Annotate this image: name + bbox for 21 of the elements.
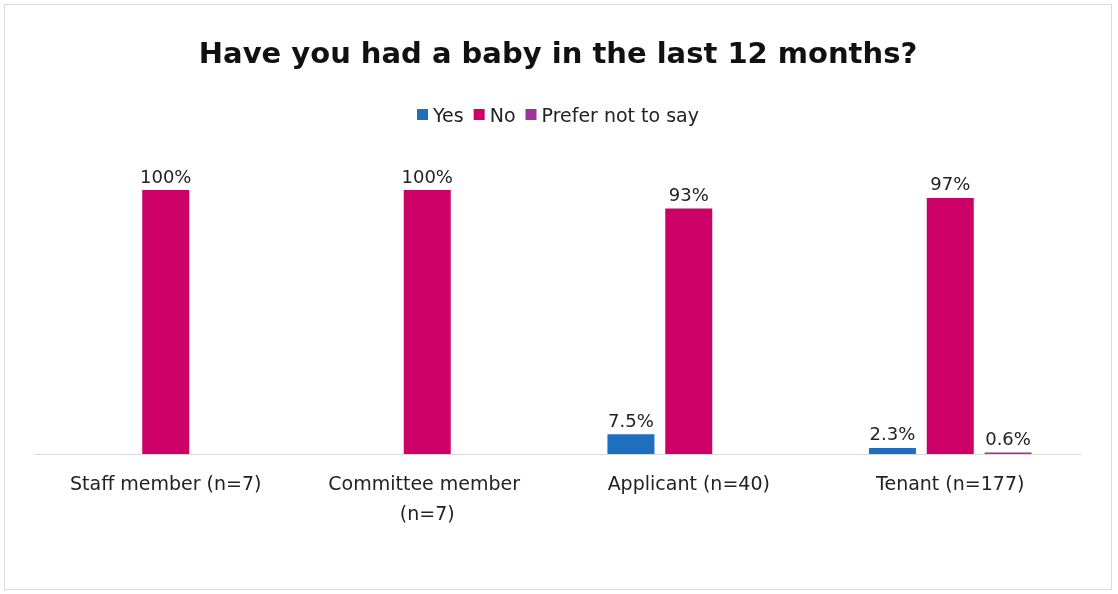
x-tick-label: Committee member (n=7) (328, 472, 527, 524)
bar (665, 208, 713, 454)
legend-label: Prefer not to say (541, 103, 700, 126)
data-label: 0.6% (985, 427, 1031, 449)
data-label: 100% (401, 165, 453, 187)
data-label: 93% (668, 183, 709, 205)
legend-label: Yes (432, 103, 464, 126)
data-label: 97% (930, 173, 971, 195)
chart-title: Have you had a baby in the last 12 months? (198, 35, 918, 70)
x-tick-label: Applicant (n=40) (607, 472, 770, 494)
bar (607, 434, 655, 454)
data-label: 2.3% (869, 423, 916, 445)
bar (868, 447, 916, 454)
bar (142, 190, 190, 454)
legend-label: No (489, 103, 516, 126)
x-tick-label: Tenant (n=177) (875, 472, 1025, 494)
data-label: 100% (140, 165, 192, 187)
x-tick-label: Staff member (n=7) (70, 472, 262, 494)
bar (403, 190, 451, 454)
data-label: 7.5% (608, 409, 654, 431)
bar (926, 197, 974, 454)
